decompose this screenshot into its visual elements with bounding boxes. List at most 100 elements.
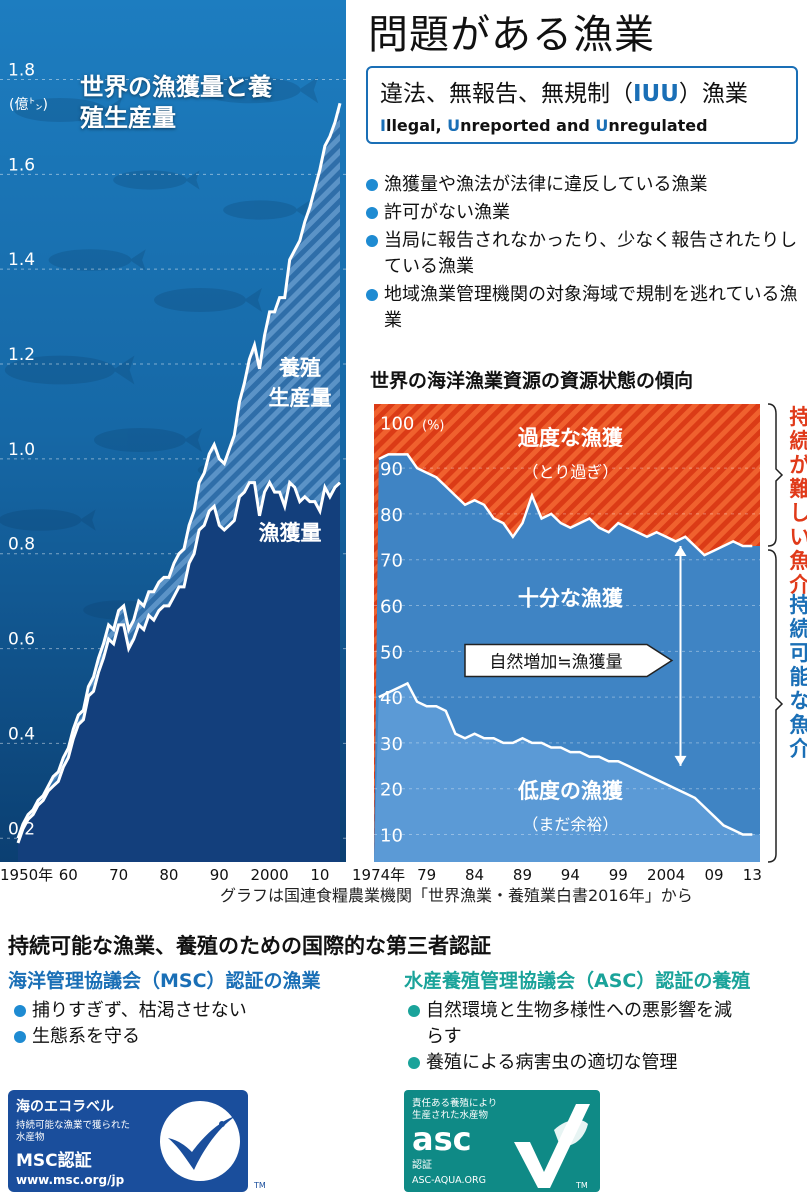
chart1-y-tick-label: 0.8	[8, 535, 35, 555]
chart1-x-tick-label: 90	[210, 866, 229, 884]
chart1-y-unit: (億㌧)	[9, 97, 48, 113]
chart2-x-tick-label: 89	[513, 866, 532, 884]
chart1-y-tick-label: 1.8	[8, 60, 35, 80]
bracket-label-sustainable: 持	[790, 593, 807, 617]
iuu-title: 違法、無報告、無規制（IUU）漁業	[380, 81, 748, 107]
x-axes: 1950年 60 70 80 90 2000 10 1974年 79 84 89 94 99 2004 0…	[0, 866, 762, 884]
list-item: 漁獲量や漁法が法律に違反している漁業	[364, 172, 804, 198]
source-note: グラフは国連食糧農業機関「世界漁業・養殖業白書2016年」から	[220, 886, 693, 905]
chart1-title: 世界の漁獲量と養殖生産量	[80, 73, 272, 132]
msc-logo-url: www.msc.org/jp	[16, 1173, 125, 1187]
chart1-svg: 0.2 0.4 0.6 0.8 1.0 1.2 1.4 1.6 1.8 養殖 生産量 漁獲量	[0, 0, 346, 862]
chart2-y-tick-label: 80	[380, 505, 403, 526]
chart1-y-tick-label: 1.6	[8, 155, 35, 175]
asc-logo-cert: 認証	[412, 1158, 432, 1171]
msc-heading: 海洋管理協議会（MSC）認証の漁業	[8, 970, 321, 992]
chart2-x-tick-label: 13	[743, 866, 762, 884]
bracket-label-unsustainable: し	[790, 501, 807, 525]
bracket-label-unsustainable: 続	[790, 429, 807, 453]
chart1-x-tick-label: 70	[109, 866, 128, 884]
chart1-y-tick-label: 1.0	[8, 440, 35, 460]
chart2-y-tick-label: 10	[380, 826, 403, 847]
asc-bullet-list: 自然環境と生物多様性への悪影響を減らす 養殖による病害虫の適切な管理	[406, 998, 806, 1076]
arrow-head-up	[674, 545, 687, 556]
label-fully-fished: 十分な漁獲	[518, 587, 624, 611]
chart2-x-tick-label: 09	[704, 866, 723, 884]
list-item: 地域漁業管理機関の対象海域で規制を逃れている漁業	[364, 282, 804, 334]
page-title: 問題がある漁業	[368, 12, 655, 58]
chart2-x-tick-label: 94	[561, 866, 580, 884]
label-overfished: 過度な漁獲	[518, 426, 624, 450]
bracket-unsustainable	[767, 403, 784, 547]
iuu-bullet-list: 漁獲量や漁法が法律に違反している漁業 許可がない漁業 当局に報告されなかったり、…	[364, 172, 804, 336]
total-line	[16, 102, 342, 839]
list-item: 捕りすぎず、枯渇させない	[12, 998, 392, 1024]
chart2-y-tick-label: 90	[380, 459, 403, 480]
chart2-y-tick-label: 60	[380, 597, 403, 618]
bracket-label-unsustainable: 介	[789, 573, 807, 597]
label-underfished: 低度の漁獲	[517, 779, 624, 803]
chart1-y-tick-label: 0.4	[8, 724, 35, 744]
msc-logo-tm: TM	[253, 1181, 266, 1190]
msc-logo-line3: 水産物	[16, 1131, 45, 1143]
chart1-y-tick-label: 0.6	[8, 630, 35, 650]
chart2-x-tick-label: 99	[609, 866, 628, 884]
asc-logo: 責任ある養殖により 生産された水産物 asc 認証 ASC-AQUA.ORG T…	[404, 1090, 600, 1192]
bracket-label-sustainable: 能	[790, 665, 807, 689]
chart2-svg: 10 20 30 40 50 60 70 80 90 100 (%) 過度な漁獲 （とり過ぎ） 十分な漁…	[374, 403, 807, 863]
msc-logo-line2: 持続可能な漁業で獲られた	[16, 1119, 130, 1131]
chart2-y-tick-label: 40	[380, 688, 403, 709]
asc-logo-line1: 責任ある養殖により	[412, 1097, 497, 1109]
list-item: 当局に報告されなかったり、少なく報告されたりしている漁業	[364, 228, 804, 280]
chart2-y-tick-label: 70	[380, 551, 403, 572]
chart2-y-tick-label: 20	[380, 780, 403, 801]
annotation-aquaculture-line2: 生産量	[269, 386, 332, 410]
bracket-label-unsustainable: が	[790, 453, 807, 477]
chart1: 0.2 0.4 0.6 0.8 1.0 1.2 1.4 1.6 1.8 養殖 生産量 漁獲量	[0, 0, 346, 862]
asc-heading: 水産養殖管理協議会（ASC）認証の養殖	[404, 970, 751, 992]
msc-logo: 海のエコラベル 持続可能な漁業で獲られた 水産物 MSC認証 www.msc.o…	[8, 1090, 266, 1192]
bracket-label-sustainable: 続	[790, 617, 807, 641]
asc-logo-url: ASC-AQUA.ORG	[412, 1175, 486, 1186]
label-overfished-sub: （とり過ぎ）	[522, 462, 618, 481]
list-item: 養殖による病害虫の適切な管理	[406, 1050, 806, 1076]
chart1-x-tick-label: 60	[59, 866, 78, 884]
annotation-catch: 漁獲量	[259, 521, 322, 545]
chart2-x-tick-label: 2004	[647, 866, 685, 884]
annotation-text: 自然増加≒漁獲量	[489, 652, 622, 672]
chart1-y-tick-label: 1.4	[8, 250, 35, 270]
catch-area	[18, 482, 340, 862]
chart2-x-tick-label: 79	[417, 866, 436, 884]
chart2-y-tick-label: 50	[380, 642, 403, 663]
checkmark-fish-icon	[160, 1101, 240, 1181]
iuu-definition-box: 違法、無報告、無規制（IUU）漁業 Illegal, Unreported an…	[366, 66, 798, 144]
chart2-x-tick-label: 1974年	[352, 866, 405, 884]
label-underfished-sub: （まだ余裕）	[522, 815, 618, 834]
list-item: 生態系を守る	[12, 1024, 392, 1050]
certification-title: 持続可能な漁業、養殖のための国際的な第三者認証	[8, 934, 491, 958]
list-item: 自然環境と生物多様性への悪影響を減らす	[406, 998, 736, 1050]
msc-logo-line1: 海のエコラベル	[16, 1098, 114, 1115]
chart2-title: 世界の海洋漁業資源の資源状態の傾向	[370, 370, 694, 392]
bracket-label-sustainable: 魚	[790, 713, 807, 737]
chart1-x-tick-label: 80	[159, 866, 178, 884]
msc-bullet-list: 捕りすぎず、枯渇させない 生態系を守る	[12, 998, 392, 1050]
chart2-y-unit: (%)	[422, 418, 445, 433]
bracket-label-unsustainable: 魚	[790, 549, 807, 573]
bracket-label-sustainable: 可	[790, 641, 807, 665]
asc-logo-line2: 生産された水産物	[412, 1109, 489, 1121]
chart1-y-tick-label: 1.2	[8, 345, 35, 365]
arrow-head-down	[674, 755, 687, 766]
annotation-aquaculture-line1: 養殖	[278, 356, 321, 380]
chart1-x-tick-label: 1950年	[0, 866, 53, 884]
asc-logo-brand: asc	[412, 1120, 472, 1158]
asc-logo-tm: TM	[575, 1181, 588, 1190]
chart2-y-tick-label: 100	[380, 413, 414, 434]
bracket-label-sustainable: な	[790, 689, 807, 713]
sustainable-line	[378, 453, 753, 557]
checkmark-fish-icon	[514, 1104, 590, 1188]
chart1-x-tick-label: 2000	[250, 866, 288, 884]
underfished-area	[374, 683, 760, 862]
iuu-english: Illegal, Unreported and Unregulated	[380, 116, 708, 135]
list-item: 許可がない漁業	[364, 200, 804, 226]
